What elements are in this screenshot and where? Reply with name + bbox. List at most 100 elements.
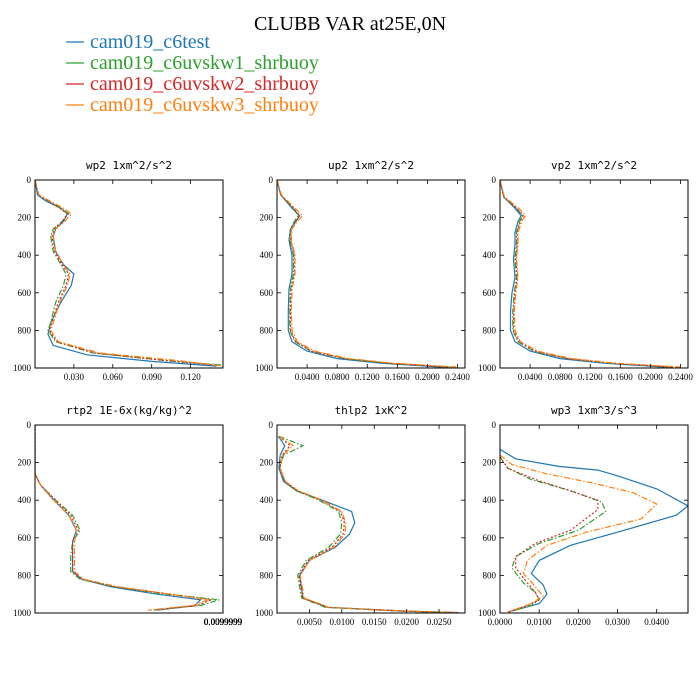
series-line: [277, 180, 458, 368]
x-tick-label: 0.0400: [518, 372, 543, 382]
series-line: [500, 456, 599, 613]
series-line: [277, 180, 451, 368]
y-tick-label: 1000: [13, 608, 32, 618]
y-tick-label: 200: [260, 213, 274, 223]
x-tick-label: 0.0400: [644, 617, 669, 627]
series-line: [500, 180, 674, 368]
legend-label: cam019_c6uvskw2_shrbuoy: [90, 73, 319, 95]
series-line: [500, 180, 666, 368]
x-tick-label: 0.1600: [385, 372, 410, 382]
y-tick-label: 0: [492, 175, 497, 185]
x-tick-label: 0.0800: [325, 372, 350, 382]
series-line: [500, 180, 674, 368]
y-tick-label: 800: [483, 325, 497, 335]
legend-label: cam019_c6uvskw3_shrbuoy: [90, 94, 319, 116]
y-tick-label: 400: [483, 250, 497, 260]
y-tick-label: 800: [483, 570, 497, 580]
x-tick-label: 0.0099999: [204, 617, 243, 627]
y-tick-label: 600: [18, 533, 32, 543]
x-tick-label: 0.0099999: [204, 617, 243, 627]
x-tick-label: 0.090: [142, 372, 163, 382]
x-tick-label: 0.0800: [548, 372, 573, 382]
x-tick-label: 0.0150: [362, 617, 387, 627]
series-line: [278, 435, 459, 613]
x-tick-label: 0.1600: [608, 372, 633, 382]
panel-title: thlp2 1xK^2: [335, 404, 408, 417]
x-tick-label: 0.030: [64, 372, 85, 382]
chart-panel: wp2 1xm^2/s^2 0 200 400 600 800 1000 0.030 0.060…: [13, 159, 224, 382]
y-tick-label: 0: [27, 175, 32, 185]
y-tick-label: 400: [18, 495, 32, 505]
y-tick-label: 800: [260, 570, 274, 580]
x-tick-label: 0.0100: [329, 617, 354, 627]
series-line: [500, 448, 688, 612]
panel-title: rtp2 1E-6x(kg/kg)^2: [66, 404, 192, 417]
x-tick-label: 0.0250: [427, 617, 452, 627]
y-tick-label: 600: [483, 288, 497, 298]
y-tick-label: 400: [483, 495, 497, 505]
y-tick-label: 1000: [478, 608, 497, 618]
series-line: [35, 180, 223, 367]
panel-title: wp2 1xm^2/s^2: [86, 159, 172, 172]
series-line: [35, 180, 217, 366]
series-line: [35, 425, 212, 611]
series-line: [35, 425, 220, 611]
y-tick-label: 200: [18, 458, 32, 468]
series-line: [35, 425, 211, 611]
x-tick-label: 0.0099999: [204, 617, 243, 627]
x-tick-label: 0.0099999: [204, 617, 243, 627]
legend-label: cam019_c6uvskw1_shrbuoy: [90, 52, 319, 74]
y-tick-label: 200: [483, 213, 497, 223]
x-tick-label: 0.0099999: [204, 617, 243, 627]
y-tick-label: 600: [18, 288, 32, 298]
series-line: [277, 180, 451, 368]
x-tick-label: 0.0300: [605, 617, 630, 627]
y-tick-label: 600: [260, 533, 274, 543]
x-tick-label: 0.2400: [445, 372, 470, 382]
y-tick-label: 200: [18, 213, 32, 223]
series-line: [35, 425, 202, 611]
plot-frame: [276, 179, 466, 369]
x-tick-label: 0.0050: [297, 617, 322, 627]
y-tick-label: 800: [18, 325, 32, 335]
plot-frame: [499, 424, 689, 614]
series-line: [277, 435, 459, 613]
panel-title: wp3 1xm^3/s^3: [551, 404, 637, 417]
y-tick-label: 800: [260, 325, 274, 335]
y-tick-label: 200: [483, 458, 497, 468]
x-tick-label: 0.0100: [527, 617, 552, 627]
chart-panel: rtp2 1E-6x(kg/kg)^2 0 200 400 600 800 1000 0.00…: [13, 404, 243, 627]
series-line: [35, 180, 217, 367]
chart-panels: wp2 1xm^2/s^2 0 200 400 600 800 1000 0.030 0.060…: [13, 159, 693, 627]
plot-frame: [499, 179, 689, 369]
y-tick-label: 400: [18, 250, 32, 260]
plot-frame: [34, 424, 224, 614]
x-tick-label: 0.0000: [488, 617, 513, 627]
y-tick-label: 0: [269, 420, 274, 430]
y-tick-label: 1000: [255, 363, 274, 373]
y-tick-label: 800: [18, 570, 32, 580]
series-line: [500, 454, 658, 613]
x-tick-label: 0.2000: [638, 372, 663, 382]
y-tick-label: 0: [269, 175, 274, 185]
legend: cam019_c6testcam019_c6uvskw1_shrbuoycam0…: [66, 31, 319, 116]
y-tick-label: 0: [27, 420, 32, 430]
series-line: [500, 180, 681, 368]
x-tick-label: 0.2000: [415, 372, 440, 382]
y-tick-label: 400: [260, 250, 274, 260]
x-tick-label: 0.2400: [668, 372, 693, 382]
x-tick-label: 0.120: [180, 372, 201, 382]
x-tick-label: 0.1200: [578, 372, 603, 382]
y-tick-label: 400: [260, 495, 274, 505]
y-tick-label: 1000: [255, 608, 274, 618]
series-line: [277, 180, 443, 368]
series-line: [500, 456, 607, 613]
x-tick-label: 0.0400: [295, 372, 320, 382]
chart-panel: vp2 1xm^2/s^2 0 200 400 600 800 1000 0.0400 0.08…: [478, 159, 693, 382]
plot-frame: [34, 179, 224, 369]
x-tick-label: 0.060: [103, 372, 124, 382]
y-tick-label: 1000: [13, 363, 32, 373]
chart-panel: up2 1xm^2/s^2 0 200 400 600 800 1000 0.0400 0.08…: [255, 159, 470, 382]
